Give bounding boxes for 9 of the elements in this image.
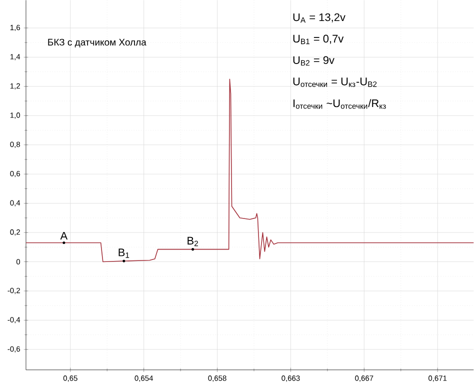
annotation: U$_{B2}$ = 9v (293, 56, 334, 66)
annotation: B$_{2}$ (188, 237, 198, 246)
annotation: A (60, 232, 68, 240)
annotation: U$_{отсечки}$ = U$_{кз}$-U$_{B2}$ (293, 78, 377, 87)
annotation: B$_{1}$ (118, 248, 130, 258)
annotation: U$_{A}$ = 13,2v (293, 13, 346, 23)
annotation: I$_{отсечки}$ ~U$_{отсечки}$/R$_{кз}$ (294, 99, 386, 109)
text: БКЗ с датчиком Холла (48, 38, 146, 48)
annotation: U$_{B1}$ = 0,7v (293, 34, 344, 44)
